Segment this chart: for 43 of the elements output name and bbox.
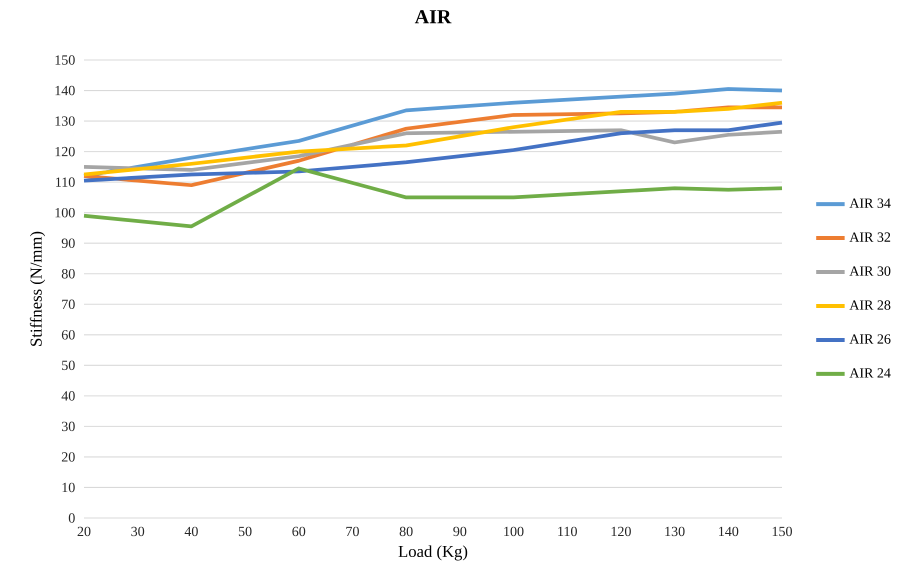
y-tick-label: 50 [62, 360, 75, 370]
y-tick-label: 30 [62, 422, 75, 432]
x-tick-label: 140 [719, 526, 738, 536]
x-tick-label: 150 [772, 526, 792, 536]
x-tick-label: 50 [238, 526, 252, 536]
x-tick-label: 30 [131, 526, 144, 536]
y-tick-label: 110 [56, 177, 75, 187]
y-tick-label: 130 [56, 116, 75, 126]
legend-label: AIR 30 [849, 266, 890, 276]
x-tick-label: 70 [346, 526, 359, 536]
y-tick-label: 80 [62, 269, 75, 278]
y-tick-label: 0 [68, 513, 75, 523]
legend-label: AIR 26 [849, 334, 891, 344]
x-tick-label: 60 [292, 526, 306, 536]
x-tick-label: 90 [453, 526, 466, 536]
y-tick-label: 140 [56, 86, 75, 96]
y-tick-label: 100 [56, 208, 75, 218]
line-series [82, 87, 784, 178]
x-axis-title: Load (Kg) [398, 545, 468, 560]
y-axis-title: Stiffness (N/mm) [30, 232, 46, 346]
y-tick-label: 70 [62, 300, 75, 309]
chart-title: AIR [414, 10, 452, 24]
legend-label: AIR 28 [849, 300, 890, 310]
x-tick-label: 80 [400, 526, 413, 536]
line-series [82, 166, 784, 228]
legend-label: AIR 34 [849, 198, 891, 208]
line-series [82, 120, 784, 182]
x-tick-label: 40 [184, 526, 198, 536]
x-tick-label: 130 [665, 526, 685, 536]
line-series [82, 100, 784, 176]
x-tick-label: 110 [558, 526, 577, 536]
y-tick-label: 90 [62, 238, 75, 248]
x-tick-label: 120 [612, 526, 631, 536]
y-tick-label: 40 [62, 391, 75, 401]
x-tick-label: 100 [504, 526, 524, 536]
legend-label: AIR 24 [849, 368, 891, 378]
x-tick-label: 20 [78, 526, 90, 536]
y-tick-label: 60 [62, 330, 75, 340]
y-tick-label: 10 [62, 482, 75, 492]
y-tick-label: 20 [62, 452, 75, 462]
y-tick-label: 150 [56, 55, 75, 65]
legend-label: AIR 32 [849, 232, 890, 242]
y-tick-label: 120 [56, 146, 75, 156]
